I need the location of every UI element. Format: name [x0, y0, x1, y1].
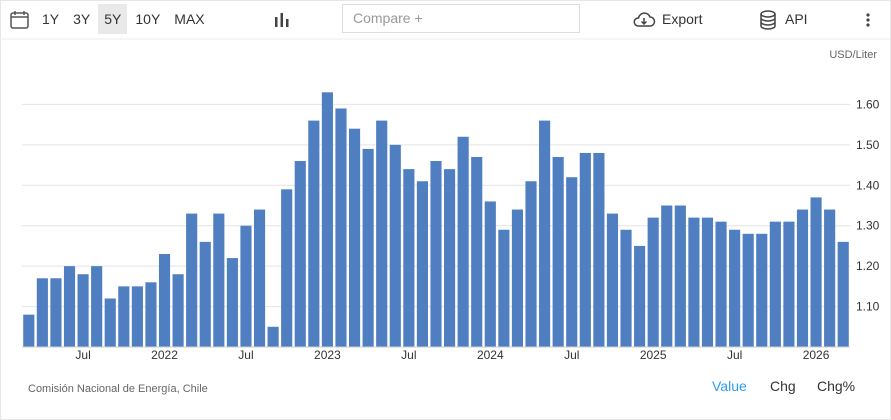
x-tick-label: 2024	[477, 348, 504, 362]
unit-label: USD/Liter	[829, 49, 877, 61]
bar	[606, 213, 619, 347]
bar	[769, 221, 781, 347]
bar	[267, 326, 279, 347]
bar	[308, 120, 320, 347]
export-button[interactable]: Export	[662, 11, 703, 27]
bar	[539, 120, 551, 347]
mode-button[interactable]: Value	[712, 378, 747, 394]
bar	[294, 161, 306, 347]
bar	[579, 152, 591, 347]
bar	[199, 241, 211, 347]
mode-button[interactable]: Chg	[770, 378, 796, 394]
bar	[281, 189, 293, 347]
bar	[172, 274, 184, 347]
bar	[253, 209, 266, 347]
chart-type-icon[interactable]	[273, 11, 291, 29]
bar	[511, 209, 524, 347]
bar	[226, 258, 238, 347]
source: Comisión Nacional de Energía, Chile	[28, 383, 208, 395]
bar	[23, 314, 35, 347]
bar	[756, 233, 768, 347]
bar	[91, 266, 103, 347]
range-button[interactable]: 10Y	[135, 11, 161, 27]
bar	[620, 229, 632, 347]
x-tick-label: Jul	[238, 348, 253, 362]
export-icon	[633, 12, 656, 27]
y-tick-label: 1.60	[856, 97, 880, 111]
bar	[362, 148, 374, 347]
bar	[471, 156, 483, 347]
bar	[593, 152, 605, 347]
x-tick-label: Jul	[75, 348, 90, 362]
bar	[118, 286, 130, 347]
mode-button[interactable]: Chg%	[817, 378, 856, 394]
bar	[63, 266, 76, 347]
bar	[484, 201, 496, 347]
bar	[376, 120, 388, 347]
x-tick-label: Jul	[727, 348, 742, 362]
bar	[430, 161, 442, 347]
bar	[661, 205, 673, 347]
range-button[interactable]: 5Y	[98, 4, 128, 34]
bar	[525, 181, 537, 347]
api-button[interactable]: API	[785, 11, 808, 27]
bar	[688, 217, 700, 347]
bar	[389, 144, 401, 347]
range-button[interactable]: 3Y	[73, 11, 91, 27]
y-tick-label: 1.40	[856, 178, 880, 192]
bar	[213, 213, 225, 347]
bar	[348, 128, 361, 347]
bar	[50, 278, 62, 347]
bar	[131, 286, 143, 347]
bar	[701, 217, 714, 347]
bar	[729, 229, 741, 347]
y-tick-label: 1.10	[856, 300, 880, 314]
bar	[742, 233, 754, 347]
x-tick-label: Jul	[401, 348, 416, 362]
menu-icon[interactable]	[864, 12, 872, 30]
bar	[335, 108, 347, 347]
bar	[145, 282, 157, 347]
compare-input[interactable]: Compare +	[342, 4, 580, 33]
bar	[36, 278, 48, 347]
y-tick-label: 1.50	[856, 138, 880, 152]
range-button[interactable]: MAX	[174, 11, 205, 27]
bar	[104, 298, 116, 347]
bar	[674, 205, 686, 347]
bar	[824, 209, 836, 347]
x-tick-label: Jul	[564, 348, 579, 362]
bar	[77, 274, 89, 347]
bar	[810, 197, 822, 347]
bar	[444, 169, 456, 347]
bar	[186, 213, 198, 347]
x-tick-label: 2023	[314, 348, 341, 362]
bar	[837, 241, 849, 347]
range-buttons: 1Y 3Y 5Y 10Y MAX	[36, 4, 211, 34]
bar	[498, 229, 510, 347]
bar	[634, 245, 646, 347]
bar	[552, 156, 564, 347]
bar	[796, 209, 809, 347]
api-icon	[760, 10, 776, 30]
bar	[647, 217, 659, 347]
bar	[416, 181, 428, 347]
calendar-icon[interactable]	[10, 10, 30, 30]
bar	[457, 136, 469, 347]
bar	[715, 221, 727, 347]
y-tick-label: 1.20	[856, 259, 880, 273]
x-tick-label: 2025	[640, 348, 667, 362]
x-tick-label: 2022	[151, 348, 178, 362]
y-tick-label: 1.30	[856, 219, 880, 233]
bar	[566, 177, 578, 347]
bar	[158, 254, 171, 347]
range-button[interactable]: 1Y	[42, 11, 60, 27]
bar	[240, 225, 252, 347]
bar	[403, 169, 415, 347]
x-tick-label: 2026	[803, 348, 830, 362]
bar	[783, 221, 795, 347]
bar	[321, 92, 333, 347]
